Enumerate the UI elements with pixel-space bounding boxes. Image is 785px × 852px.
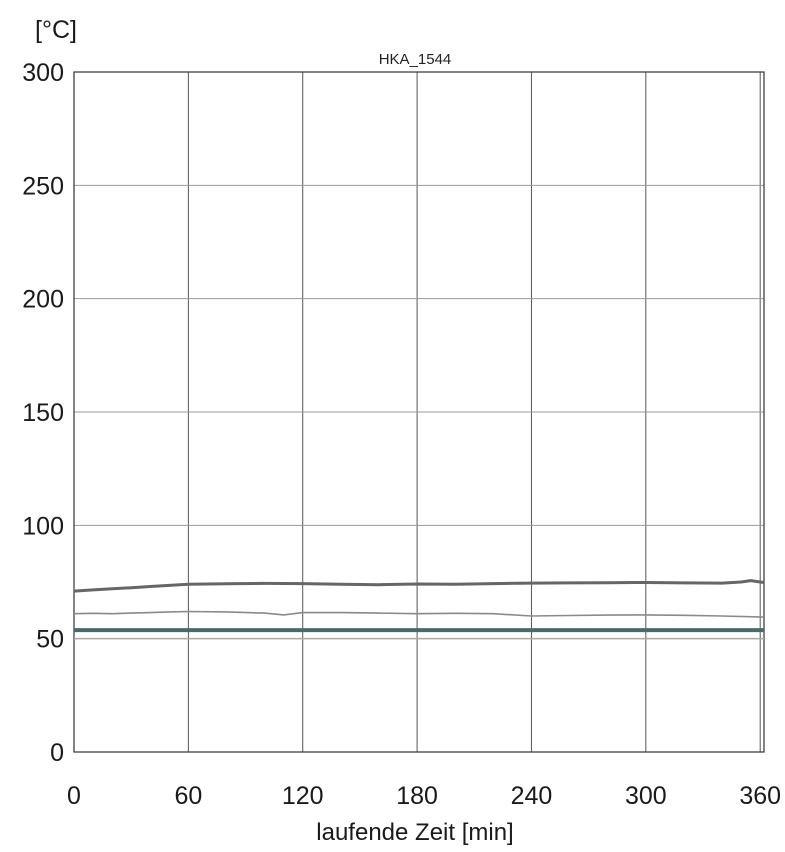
y-tick-labels: 0 50 100 150 200 250 300	[22, 59, 64, 767]
series-line-2	[73, 610, 765, 618]
x-tick-label: 300	[625, 782, 667, 810]
x-tick-label: 0	[67, 782, 81, 810]
x-tick-label: 120	[282, 782, 324, 810]
x-tick-label: 60	[174, 782, 202, 810]
series-line-1	[73, 579, 765, 593]
chart-title: HKA_1544	[379, 51, 452, 68]
x-tick-label: 240	[511, 782, 553, 810]
y-tick-label: 300	[22, 59, 64, 87]
y-tick-label: 150	[22, 399, 64, 427]
y-tick-label: 0	[50, 739, 64, 767]
x-tick-labels: 0 60 120 180 240 300 360	[67, 782, 781, 810]
y-axis-unit: [°C]	[35, 16, 77, 44]
y-tick-label: 50	[36, 626, 64, 654]
y-tick-label: 200	[22, 286, 64, 314]
x-tick-label: 360	[739, 782, 781, 810]
grid	[74, 72, 764, 752]
x-tick-label: 180	[396, 782, 438, 810]
series-group	[73, 579, 765, 633]
y-tick-label: 100	[22, 512, 64, 540]
y-tick-label: 250	[22, 172, 64, 200]
plot-frame	[73, 71, 765, 753]
x-axis-label: laufende Zeit [min]	[316, 819, 513, 846]
